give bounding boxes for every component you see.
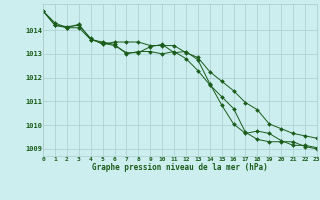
X-axis label: Graphe pression niveau de la mer (hPa): Graphe pression niveau de la mer (hPa)	[92, 163, 268, 172]
